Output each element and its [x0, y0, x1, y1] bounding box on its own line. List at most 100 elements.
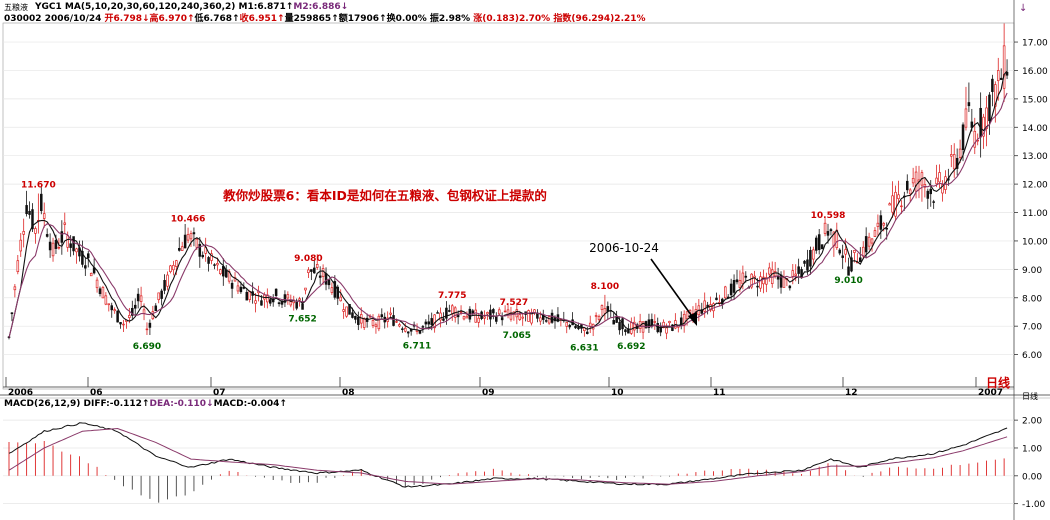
candle: [40, 193, 43, 212]
candle: [107, 303, 111, 306]
candle: [521, 316, 524, 319]
extreme-label: 9.080: [294, 254, 322, 264]
candle: [594, 315, 598, 317]
candle: [879, 215, 883, 230]
candle: [999, 77, 1003, 80]
quote-field-0: 030002 2006/10/24: [4, 14, 105, 24]
candle: [336, 286, 340, 299]
candle: [180, 246, 184, 251]
candle: [847, 266, 850, 276]
candle: [600, 305, 604, 310]
candle: [89, 272, 93, 277]
candle: [888, 203, 891, 206]
candle: [624, 329, 627, 333]
candle: [885, 228, 888, 230]
candle: [812, 249, 815, 260]
candle: [10, 312, 14, 315]
y-tick-label: 16.00: [1022, 67, 1048, 77]
candle: [169, 265, 172, 273]
candle: [741, 272, 745, 284]
diff-line: [8, 422, 1008, 488]
candle: [160, 290, 163, 299]
candle: [301, 303, 304, 310]
x-tick-label: 10: [611, 388, 624, 398]
candle: [142, 309, 146, 314]
candle: [908, 189, 912, 195]
candle: [289, 301, 293, 306]
candle: [154, 305, 158, 312]
candle: [148, 322, 152, 328]
candle: [421, 326, 425, 328]
candle: [829, 229, 833, 232]
candle: [22, 231, 25, 235]
candle: [891, 195, 894, 213]
quote-line: 030002 2006/10/24 开6.798↓高6.970↑低6.768↑收…: [4, 14, 646, 25]
candle: [914, 171, 918, 192]
candle: [128, 315, 131, 319]
candle: [157, 292, 160, 301]
candle: [304, 287, 307, 291]
candle: [553, 317, 557, 322]
candle: [81, 250, 84, 265]
candle: [1005, 71, 1009, 76]
candle: [864, 236, 868, 253]
candle: [442, 318, 445, 321]
candle: [985, 107, 988, 130]
candle: [547, 316, 551, 324]
y-tick-label: 13.00: [1022, 152, 1048, 162]
quote-field-9: 涨(0.183)2.70%: [473, 14, 554, 24]
candle: [926, 190, 930, 199]
candle: [991, 78, 994, 92]
candle: [307, 269, 310, 273]
ma-legend: YGC1 MA(5,10,20,30,60,120,240,360,2) M1:…: [35, 2, 348, 13]
candle: [60, 231, 64, 243]
candle: [277, 302, 281, 305]
y-tick-label: 12.00: [1022, 181, 1048, 191]
candle: [894, 191, 897, 217]
candle: [104, 295, 108, 305]
candle: [550, 312, 554, 323]
candle: [333, 281, 337, 298]
candle: [354, 315, 357, 320]
candle: [873, 230, 877, 237]
ma-legend-item-1: M2:6.886↓: [293, 2, 349, 12]
candle: [268, 299, 272, 304]
extreme-label: 7.652: [288, 315, 316, 325]
candle: [19, 239, 23, 252]
extreme-label: 11.670: [21, 180, 56, 190]
y-tick-label: 15.00: [1022, 95, 1048, 105]
candle: [427, 321, 431, 325]
candle: [298, 298, 301, 301]
candle: [867, 236, 871, 247]
candle: [245, 291, 249, 301]
ma1-line: [8, 70, 1008, 338]
extreme-label: 6.690: [133, 342, 161, 352]
candle: [574, 325, 577, 329]
quote-field-8: 振2.98%: [429, 14, 474, 24]
candle: [882, 223, 886, 226]
candle: [374, 324, 378, 327]
candle: [838, 249, 842, 254]
candle: [536, 313, 539, 319]
candle: [527, 310, 530, 322]
candle: [195, 238, 199, 248]
x-tick-label: 06: [90, 388, 103, 398]
candle: [286, 294, 290, 299]
candle: [794, 273, 797, 276]
scroll-arrow-icon[interactable]: ↓: [1019, 3, 1028, 14]
candle: [565, 322, 569, 327]
candle: [260, 300, 263, 306]
quote-field-5: 量259865↑: [284, 14, 339, 24]
candle: [647, 319, 651, 328]
candle: [359, 314, 363, 324]
candle: [172, 265, 175, 271]
candle: [110, 305, 114, 311]
candle: [759, 276, 762, 289]
candle: [982, 116, 985, 137]
candle: [139, 295, 143, 302]
candle: [342, 309, 345, 312]
candle: [632, 321, 636, 331]
quote-field-10: 指数(96.294)2.21%: [553, 14, 646, 24]
candle: [274, 288, 278, 296]
